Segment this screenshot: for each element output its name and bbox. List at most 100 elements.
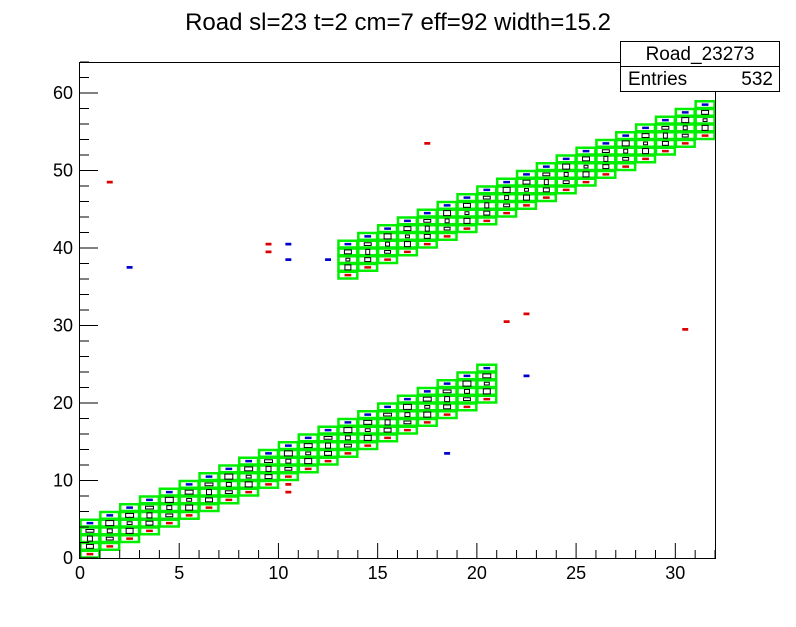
road-box bbox=[257, 456, 280, 466]
x-tick-label: 30 bbox=[665, 563, 685, 583]
hit-box bbox=[603, 155, 609, 162]
hit-box bbox=[383, 412, 393, 417]
hit-box bbox=[245, 474, 252, 479]
red-hit bbox=[146, 529, 153, 533]
hit-box bbox=[462, 202, 471, 208]
hit-box bbox=[86, 535, 93, 542]
red-hit bbox=[404, 428, 411, 432]
stray-blue-hit bbox=[285, 242, 292, 246]
hit-box bbox=[365, 248, 371, 255]
y-axis: 0 10 20 30 40 50 60 bbox=[53, 61, 98, 568]
hit-box bbox=[403, 420, 412, 425]
blue-hit bbox=[225, 467, 233, 471]
blue-hit bbox=[443, 382, 451, 385]
road-box bbox=[595, 146, 617, 156]
hit-box bbox=[224, 490, 233, 494]
hit-box bbox=[463, 217, 471, 224]
hit-box bbox=[602, 164, 610, 170]
hit-box bbox=[542, 172, 551, 177]
road-box bbox=[634, 138, 657, 148]
red-hit bbox=[245, 490, 253, 494]
hit-box bbox=[204, 482, 214, 487]
road-box bbox=[456, 208, 478, 218]
hit-box bbox=[524, 188, 529, 192]
red-hit bbox=[364, 266, 372, 269]
stray-red-hit bbox=[503, 320, 510, 323]
blue-hit bbox=[324, 428, 332, 432]
hit-box bbox=[443, 210, 452, 217]
hit-box bbox=[344, 435, 351, 441]
hit-markers bbox=[85, 103, 710, 556]
red-hit bbox=[126, 537, 133, 540]
road-box bbox=[357, 239, 379, 249]
road-box bbox=[456, 394, 478, 404]
blue-hit bbox=[364, 413, 372, 416]
blue-hit bbox=[542, 165, 550, 168]
road-box bbox=[694, 115, 716, 125]
road-box bbox=[376, 247, 399, 257]
hit-box bbox=[702, 118, 708, 122]
plot-frame bbox=[79, 62, 716, 559]
road-box bbox=[79, 526, 101, 536]
hit-box bbox=[523, 194, 530, 201]
hit-box bbox=[284, 467, 293, 471]
y-tick-label: 40 bbox=[53, 238, 73, 258]
red-hit bbox=[344, 273, 352, 277]
hit-box bbox=[484, 202, 490, 209]
hit-box bbox=[543, 179, 549, 186]
road-box bbox=[476, 363, 498, 373]
red-hit bbox=[404, 250, 411, 254]
hit-box bbox=[423, 411, 432, 418]
blue-hit bbox=[622, 134, 630, 137]
hit-box bbox=[184, 489, 194, 495]
stray-blue-hit bbox=[523, 374, 530, 378]
road-box bbox=[357, 425, 379, 435]
red-hit bbox=[265, 483, 272, 486]
road-box bbox=[416, 216, 438, 226]
road-box bbox=[178, 495, 200, 505]
hit-box bbox=[662, 132, 668, 139]
road-box bbox=[436, 224, 458, 234]
blue-hit bbox=[404, 397, 411, 401]
hit-box bbox=[166, 505, 173, 511]
stray-blue-hit bbox=[325, 258, 332, 261]
red-hit bbox=[542, 196, 550, 199]
road-box bbox=[476, 193, 498, 203]
chart-title: Road sl=23 t=2 cm=7 eff=92 width=15.2 bbox=[185, 9, 611, 36]
stray-red-hit bbox=[106, 180, 113, 184]
hit-box bbox=[661, 140, 669, 146]
stray-red-hit bbox=[682, 328, 689, 331]
red-hit bbox=[483, 397, 491, 401]
y-tick-label: 30 bbox=[53, 316, 73, 336]
hit-box bbox=[463, 388, 470, 394]
hit-box bbox=[105, 536, 114, 541]
red-hit bbox=[185, 514, 193, 517]
hit-box bbox=[325, 442, 332, 449]
road-box bbox=[118, 518, 141, 528]
road-box bbox=[476, 379, 498, 389]
red-hit bbox=[106, 545, 114, 548]
hit-box bbox=[443, 404, 452, 410]
road-box bbox=[277, 464, 300, 474]
road-box bbox=[158, 510, 180, 520]
road-box bbox=[495, 200, 518, 210]
hit-box bbox=[85, 529, 95, 533]
hit-box bbox=[343, 443, 352, 448]
road-box bbox=[674, 131, 696, 141]
road-box bbox=[515, 185, 538, 195]
hit-box bbox=[622, 157, 630, 161]
hit-box bbox=[144, 505, 154, 510]
hit-box bbox=[383, 233, 392, 240]
hit-box bbox=[224, 473, 234, 480]
hit-box bbox=[384, 250, 392, 254]
blue-hit bbox=[344, 421, 352, 424]
hit-box bbox=[482, 388, 491, 395]
hit-box bbox=[404, 234, 410, 239]
hit-box bbox=[305, 451, 312, 456]
road-box bbox=[317, 433, 339, 443]
red-hit bbox=[662, 149, 669, 153]
hit-box bbox=[444, 396, 451, 403]
road-box bbox=[138, 503, 161, 513]
hit-box bbox=[304, 458, 313, 465]
red-hit bbox=[503, 211, 511, 215]
